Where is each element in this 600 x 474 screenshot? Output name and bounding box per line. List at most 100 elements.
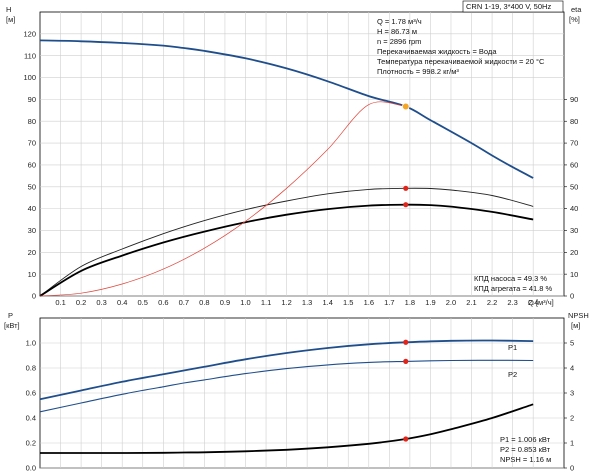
bottom-series-line-npsh [40,403,534,454]
bottom-duty-point-marker [403,339,409,345]
top-x-tick-label: 2.4 [528,298,538,307]
top-x-tick-label: 0.9 [220,298,230,307]
x-axis-label: Q [м³/ч] [528,298,554,307]
top-right-axis-name: eta [571,5,582,14]
bottom-right-tick-label: 2 [570,414,574,423]
top-x-tick-label: 1.1 [261,298,271,307]
top-left-tick-label: 0 [32,292,36,301]
top-right-tick-label: 30 [570,226,578,235]
top-series-line-eta_unit [39,203,534,297]
top-series [39,39,534,297]
top-left-tick-label: 80 [28,117,36,126]
header-box [462,0,564,13]
top-left-tick-label: 90 [28,95,36,104]
bottom-markers [403,339,409,442]
series-label-p2: P2 [508,370,517,379]
bottom-right-tick-label: 3 [570,389,574,398]
top-left-tick-label: 100 [23,73,36,82]
pump-efficiency-label: КПД насоса = 49.3 % [474,274,547,283]
top-x-tick-label: 2.2 [487,298,497,307]
top-ticks: 0.1 0.2 0.3 0.4 0.5 0.6 0.7 0.8 0.9 1.0 1.1 1.2 1.3 1… [23,29,578,307]
top-right-tick-label: 20 [570,248,578,257]
top-markers [401,102,410,208]
bottom-left-tick-label: 0.2 [26,439,36,448]
power-info-line: NPSH = 1.16 м [500,455,551,464]
info-line: Перекачиваемая жидкость = Вода [377,47,497,56]
top-x-tick-label: 1.3 [302,298,312,307]
bottom-series-line-p2 [39,359,534,413]
top-right-tick-label: 90 [570,95,578,104]
info-line: H = 86.73 м [377,27,417,36]
top-x-tick-label: 0.6 [158,298,168,307]
top-series-line-eta_pump [39,187,534,297]
top-x-tick-label: 1.0 [240,298,250,307]
top-x-tick-label: 0.4 [117,298,127,307]
bottom-right-tick-label: 4 [570,364,574,373]
top-x-tick-label: 0.7 [179,298,189,307]
top-duty-point-marker [403,185,409,191]
top-duty-point-marker [403,202,409,208]
top-right-tick-label: 80 [570,117,578,126]
bottom-right-tick-label: 1 [570,439,574,448]
top-left-tick-label: 110 [24,51,36,60]
top-x-tick-label: 0.8 [199,298,209,307]
top-x-tick-label: 2.0 [446,298,456,307]
top-duty-point-marker [401,102,410,111]
info-line: n = 2896 rpm [377,37,421,46]
top-x-tick-label: 2.1 [466,298,476,307]
top-left-tick-label: 30 [28,226,36,235]
bottom-right-axis-name: NPSH [568,311,589,320]
bottom-left-axis-name: P [8,311,13,320]
top-left-axis-unit: [м] [6,15,15,24]
top-left-tick-label: 20 [28,248,36,257]
unit-efficiency-label: КПД агрегата = 41.8 % [474,284,552,293]
top-plot: 0.1 0.2 0.3 0.4 0.5 0.6 0.7 0.8 0.9 1.0 1.1 1.2 1.3 1… [6,0,582,307]
bottom-plot: 0.0 0.2 0.4 0.6 0.8 1.0 0 1 2 3 4 5 P [кВт] NPSH [м… [4,311,589,473]
series-label-p1: P1 [508,343,517,352]
top-left-tick-label: 60 [28,161,36,170]
header-box-text: CRN 1-19, 3*400 V, 50Hz [466,2,551,11]
top-right-axis-unit: [%] [569,15,580,24]
top-x-tick-label: 1.6 [364,298,374,307]
bottom-series [39,339,534,454]
top-x-tick-label: 0.3 [96,298,106,307]
top-x-tick-label: 0.1 [55,298,65,307]
top-right-tick-label: 10 [570,270,578,279]
top-x-tick-label: 1.5 [343,298,353,307]
info-line: Q = 1.78 м³/ч [377,17,422,26]
top-x-tick-label: 2.3 [507,298,517,307]
info-line: Плотность = 998.2 кг/м³ [377,67,459,76]
top-x-tick-label: 0.5 [138,298,148,307]
top-left-tick-label: 120 [23,29,36,38]
top-x-tick-label: 1.8 [405,298,415,307]
power-info-line: P2 = 0.853 кВт [500,445,551,454]
top-left-tick-label: 50 [28,182,36,191]
bottom-left-axis-unit: [кВт] [4,321,20,330]
top-x-tick-label: 1.2 [281,298,291,307]
bottom-right-tick-label: 5 [570,339,574,348]
bottom-right-axis-unit: [м] [571,321,580,330]
bottom-left-tick-label: 1.0 [26,339,36,348]
bottom-left-tick-label: 0.0 [26,464,36,473]
top-right-tick-label: 70 [570,139,578,148]
top-left-axis-name: H [6,5,11,14]
top-left-tick-label: 40 [28,204,36,213]
bottom-series-line-p1 [39,339,534,401]
top-right-tick-label: 40 [570,204,578,213]
bottom-duty-point-marker [403,358,409,364]
info-block: Q = 1.78 м³/ч H = 86.73 м n = 2896 rpm П… [377,17,545,76]
top-series-line-H [39,39,534,179]
top-x-tick-label: 0.2 [76,298,86,307]
bottom-ticks: 0.0 0.2 0.4 0.6 0.8 1.0 0 1 2 3 4 5 [26,339,575,473]
bottom-left-tick-label: 0.8 [26,364,36,373]
bottom-right-tick-label: 0 [570,464,574,473]
top-right-tick-label: 0 [570,292,574,301]
top-series-line-system [39,101,406,297]
top-left-tick-label: 70 [28,139,36,148]
top-x-tick-label: 1.9 [425,298,435,307]
bottom-left-tick-label: 0.4 [26,414,36,423]
top-left-tick-label: 10 [28,270,36,279]
info-line: Температура перекачиваемой жидкости = 20… [377,57,545,66]
top-right-tick-label: 50 [570,182,578,191]
